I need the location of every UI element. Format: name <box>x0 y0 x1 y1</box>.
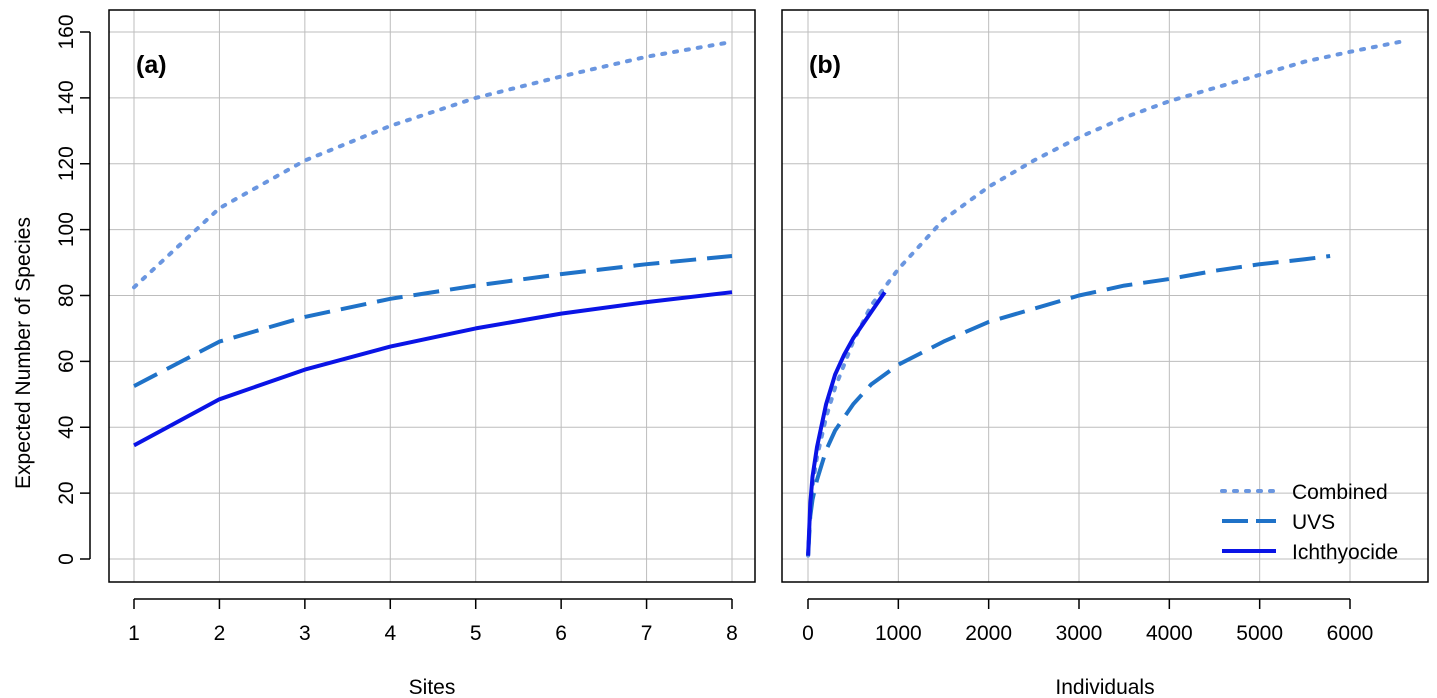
x-axis-title: Individuals <box>1055 676 1154 698</box>
x-tick-label: 1000 <box>875 622 922 645</box>
legend: Combined UVS Ichthyocide <box>1220 481 1398 564</box>
series-line-ichthyocide <box>133 290 733 448</box>
x-tick-label: 1 <box>128 622 140 645</box>
x-tick-label: 4 <box>384 622 396 645</box>
series-line-uvs <box>806 254 1331 556</box>
x-tick-label: 5 <box>470 622 482 645</box>
x-tick-label: 3 <box>299 622 311 645</box>
y-tick-label: 120 <box>55 146 78 181</box>
x-tick-label: 2 <box>214 622 226 645</box>
x-tick-label: 2000 <box>965 622 1012 645</box>
x-tick-label: 3000 <box>1056 622 1103 645</box>
y-tick-label: 60 <box>55 350 78 373</box>
panel-b: (b) 0 1000 2000 3000 4000 5000 6000 Individuals C… <box>781 9 1429 698</box>
x-tick-label: 6000 <box>1327 622 1374 645</box>
y-tick-label: 0 <box>55 553 78 565</box>
y-tick-label: 100 <box>55 212 78 247</box>
series-line-uvs <box>133 254 733 388</box>
series-line-combined <box>132 39 734 290</box>
legend-label: Ichthyocide <box>1292 541 1398 564</box>
grid <box>782 10 1428 582</box>
plot-frame <box>108 9 756 583</box>
y-tick-label: 80 <box>55 284 78 307</box>
y-axis-title: Expected Number of Species <box>12 217 35 489</box>
x-tick-label: 7 <box>641 622 653 645</box>
x-tick-label: 6 <box>555 622 567 645</box>
x-tick-label: 0 <box>802 622 814 645</box>
y-tick-label: 40 <box>55 416 78 439</box>
x-tick-label: 8 <box>726 622 738 645</box>
plot-frame <box>781 9 1429 583</box>
y-tick-label: 140 <box>55 80 78 115</box>
y-tick-label: 20 <box>55 481 78 504</box>
panel-label: (a) <box>136 51 167 79</box>
grid <box>109 10 755 582</box>
y-tick-label: 160 <box>55 14 78 49</box>
series-line-combined <box>806 39 1402 558</box>
legend-label: UVS <box>1292 511 1335 534</box>
x-axis-title: Sites <box>409 676 456 698</box>
x-tick-label: 5000 <box>1236 622 1283 645</box>
panel-a: (a) 1 2 3 4 5 6 7 8 Sites 0 20 40 60 80 100 120 140 160 <box>55 9 756 698</box>
panel-label: (b) <box>809 51 841 79</box>
legend-label: Combined <box>1292 481 1388 504</box>
x-tick-label: 4000 <box>1146 622 1193 645</box>
series-line-ichthyocide <box>806 291 887 556</box>
